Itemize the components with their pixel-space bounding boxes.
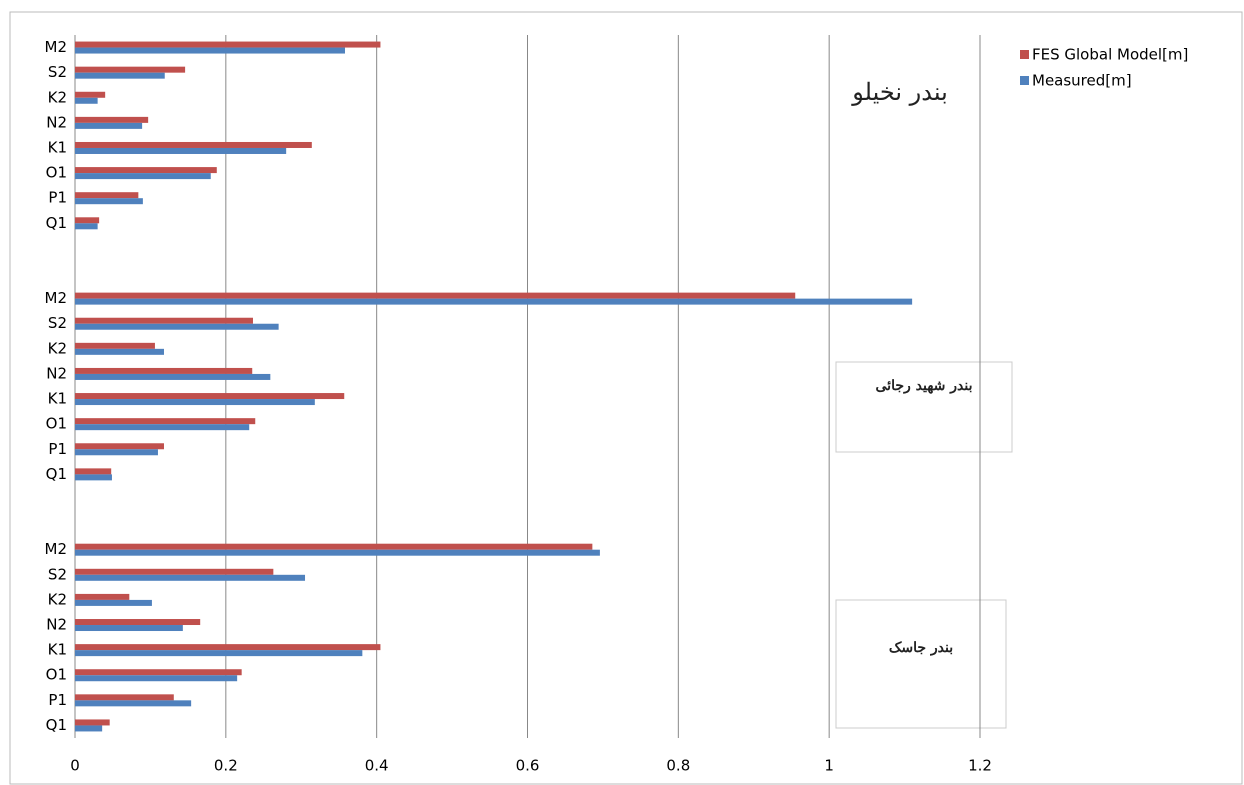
bar <box>75 694 174 701</box>
bar <box>75 669 242 676</box>
bar <box>75 72 165 79</box>
bar <box>75 116 149 123</box>
y-tick-label: K1 <box>48 641 67 659</box>
bar <box>75 173 211 180</box>
y-tick-label: M2 <box>45 540 68 558</box>
y-tick-label: Q1 <box>46 214 67 232</box>
bar <box>75 650 363 657</box>
bar <box>75 317 253 324</box>
bar <box>75 47 345 54</box>
y-tick-label: K1 <box>48 138 67 156</box>
legend-swatch <box>1020 50 1029 59</box>
y-tick-label: O1 <box>46 164 67 182</box>
x-tick-label: 0.8 <box>666 757 690 775</box>
annotation-box <box>835 361 1013 453</box>
bar <box>75 323 279 330</box>
bar <box>75 147 287 154</box>
bar <box>75 725 103 732</box>
bar <box>75 223 98 230</box>
bar <box>75 619 201 626</box>
bar <box>75 298 913 305</box>
y-tick-label: K2 <box>48 590 67 608</box>
bar <box>75 449 158 456</box>
legend-label: FES Global Model[m] <box>1032 46 1188 64</box>
bar <box>75 443 164 450</box>
bar <box>75 549 600 556</box>
y-tick-label: S2 <box>48 63 67 81</box>
bar <box>75 468 112 475</box>
bar <box>75 599 152 606</box>
y-tick-label: M2 <box>45 38 68 56</box>
x-tick-label: 1 <box>824 757 834 775</box>
bar <box>75 418 256 425</box>
y-tick-label: N2 <box>46 113 67 131</box>
legend-label: Measured[m] <box>1032 72 1132 90</box>
bar <box>75 474 112 481</box>
bar <box>75 91 106 98</box>
y-tick-label: K1 <box>48 390 67 408</box>
bar <box>75 593 130 600</box>
bar <box>75 97 98 104</box>
annotation: بندر جاسک <box>888 640 954 656</box>
bar <box>75 644 381 651</box>
y-tick-label: O1 <box>46 666 67 684</box>
bar <box>75 292 796 299</box>
bar <box>75 700 192 707</box>
y-tick-label: N2 <box>46 616 67 634</box>
bar <box>75 675 238 682</box>
y-tick-label: P1 <box>48 440 67 458</box>
annotation-box <box>835 599 1007 729</box>
bar <box>75 625 183 632</box>
chart-frame <box>9 11 1243 785</box>
bar <box>75 167 217 174</box>
y-tick-label: Q1 <box>46 716 67 734</box>
x-tick-label: 0.6 <box>516 757 540 775</box>
annotation: بندر شهید رجائی <box>875 378 973 394</box>
x-tick-label: 0 <box>70 757 80 775</box>
bar <box>75 399 315 406</box>
y-tick-label: K2 <box>48 88 67 106</box>
y-tick-label: Q1 <box>46 465 67 483</box>
bar <box>75 192 139 199</box>
bar <box>75 217 100 224</box>
x-tick-label: 1.2 <box>968 757 992 775</box>
bar <box>75 367 253 374</box>
bar <box>75 568 274 575</box>
bar <box>75 122 143 129</box>
x-tick-label: 0.4 <box>365 757 389 775</box>
bar <box>75 198 143 205</box>
bar <box>75 393 345 400</box>
bar <box>75 574 306 581</box>
x-tick-label: 0.2 <box>214 757 238 775</box>
bar <box>75 719 110 726</box>
legend-swatch <box>1020 76 1029 85</box>
y-tick-label: O1 <box>46 415 67 433</box>
bar <box>75 66 186 73</box>
bar <box>75 342 155 349</box>
y-tick-label: M2 <box>45 289 68 307</box>
y-tick-label: K2 <box>48 339 67 357</box>
bar <box>75 543 593 550</box>
y-tick-label: P1 <box>48 691 67 709</box>
y-tick-label: N2 <box>46 364 67 382</box>
bar <box>75 348 164 355</box>
annotation: بندر نخیلو <box>852 78 948 106</box>
bar <box>75 373 271 380</box>
bar <box>75 41 381 48</box>
bar <box>75 141 312 148</box>
y-tick-label: S2 <box>48 565 67 583</box>
y-tick-label: P1 <box>48 189 67 207</box>
bar <box>75 424 250 431</box>
y-tick-label: S2 <box>48 314 67 332</box>
